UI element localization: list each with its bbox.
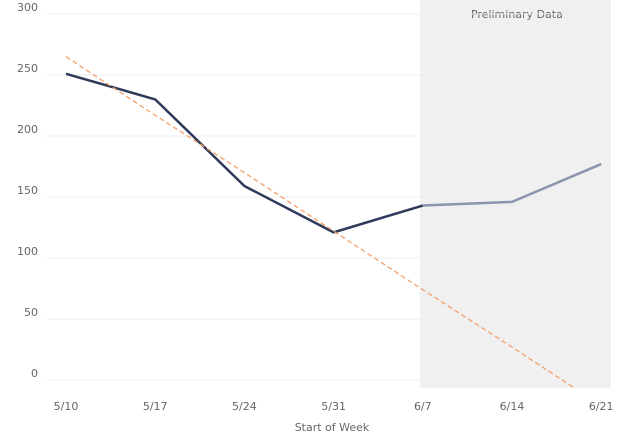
x-tick-label: 5/17 — [143, 400, 168, 413]
x-tick-label: 6/14 — [500, 400, 525, 413]
y-tick-label: 100 — [17, 245, 38, 258]
x-axis-title: Start of Week — [295, 421, 370, 434]
x-tick-label: 5/10 — [54, 400, 79, 413]
x-tick-label: 5/31 — [321, 400, 346, 413]
preliminary-line — [422, 162, 602, 207]
x-tick-label: 5/24 — [232, 400, 257, 413]
y-tick-label: 50 — [24, 306, 38, 319]
preliminary-region — [419, 0, 611, 388]
data-line — [65, 72, 424, 234]
x-tick-label: 6/7 — [414, 400, 432, 413]
y-tick-label: 200 — [17, 123, 38, 136]
y-tick-label: 150 — [17, 184, 38, 197]
x-tick-label: 6/21 — [589, 400, 614, 413]
trend-line — [65, 56, 576, 388]
y-tick-label: 300 — [17, 1, 38, 14]
y-tick-label: 250 — [17, 62, 38, 75]
y-tick-label: 0 — [31, 367, 38, 380]
